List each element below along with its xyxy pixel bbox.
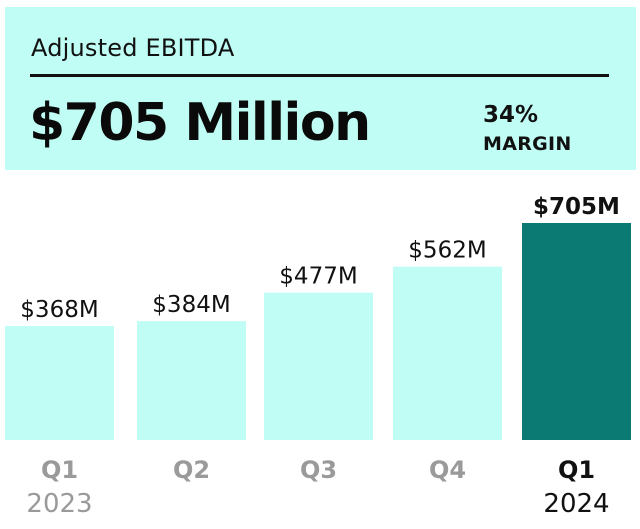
margin-label: MARGIN	[483, 133, 572, 155]
bars-group	[5, 223, 631, 440]
metric-title: Adjusted EBITDA	[31, 34, 235, 62]
value-label: $562M	[408, 238, 486, 264]
headline-value: $705 Million	[29, 93, 371, 153]
quarter-label: Q3	[300, 456, 337, 484]
bar-q3-2023	[264, 292, 373, 440]
quarter-label: Q1	[558, 456, 595, 484]
bar-q1-2023	[5, 326, 114, 440]
bar-q1-2024	[522, 223, 631, 440]
divider	[30, 74, 609, 77]
value-label: $368M	[20, 297, 98, 323]
quarter-label: Q4	[429, 456, 466, 484]
year-label: 2023	[26, 489, 92, 519]
bar-q2-2023	[137, 321, 246, 440]
year-label: 2024	[543, 489, 609, 519]
value-label: $705M	[533, 194, 620, 220]
quarter-label: Q2	[173, 456, 210, 484]
value-label: $384M	[152, 292, 230, 318]
margin-value: 34%	[483, 102, 539, 128]
quarter-label: Q1	[41, 456, 78, 484]
value-labels-group: $368M $384M $477M $562M $705M	[20, 194, 620, 323]
headline-panel: Adjusted EBITDA $705 Million 34% MARGIN	[5, 7, 636, 170]
bar-q4-2023	[393, 266, 502, 440]
x-labels-group: Q1 2023 Q2 Q3 Q4 Q1 2024	[26, 456, 609, 519]
value-label: $477M	[279, 264, 357, 290]
